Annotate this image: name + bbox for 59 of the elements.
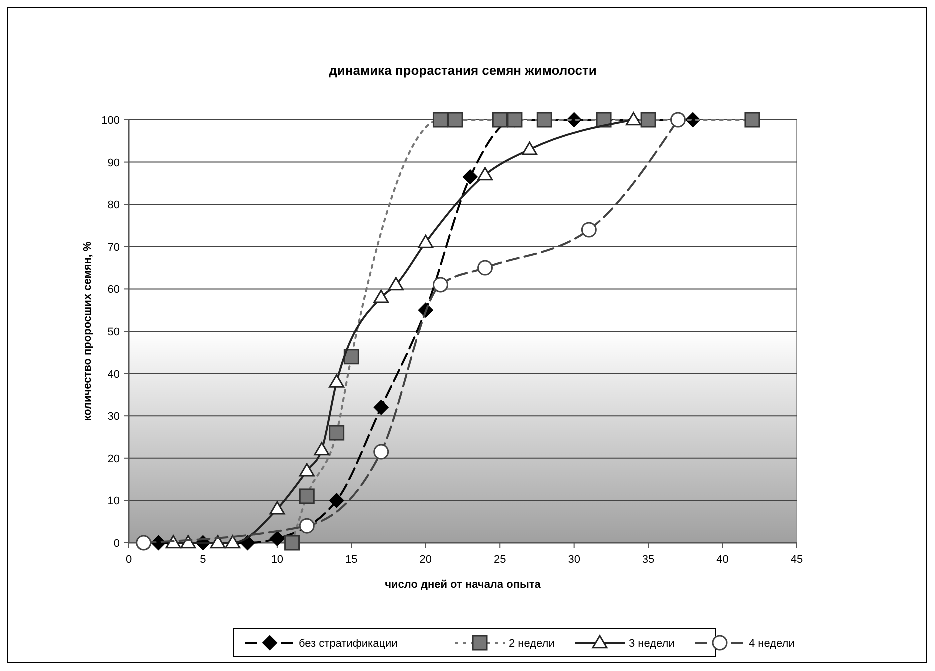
point	[626, 112, 642, 126]
point	[374, 444, 390, 460]
point	[329, 374, 345, 388]
point	[270, 531, 285, 546]
y-axis-title: количество проросших семян, %	[82, 241, 94, 422]
x-tick-label: 45	[790, 554, 804, 566]
point	[374, 290, 390, 304]
x-tick-label: 20	[420, 554, 432, 566]
y-tick-label: 0	[114, 538, 120, 550]
x-tick-label: 30	[568, 554, 580, 566]
y-tick-label: 80	[108, 200, 120, 212]
y-tick-label: 50	[108, 326, 120, 338]
y-tick-label: 20	[108, 453, 120, 466]
point	[299, 518, 315, 534]
point	[136, 535, 152, 551]
legend-label: 4 недели	[749, 638, 795, 650]
y-tick-label: 70	[108, 242, 120, 254]
point	[432, 112, 448, 128]
point	[640, 112, 656, 128]
point	[225, 535, 241, 549]
point	[492, 112, 508, 128]
point	[329, 493, 344, 508]
x-tick-label: 35	[642, 554, 655, 566]
x-tick-label: 15	[346, 554, 358, 566]
legend-label: 3 недели	[629, 638, 675, 650]
chart-title: динамика прорастания семян жимолости	[329, 63, 597, 78]
y-tick-label: 10	[108, 496, 120, 508]
x-tick-label: 40	[716, 554, 729, 566]
point	[284, 535, 300, 551]
legend-label: без стратификации	[299, 638, 398, 650]
point	[744, 112, 760, 128]
legend-label: 2 недели	[509, 638, 555, 650]
y-tick-label: 40	[108, 368, 120, 381]
point	[329, 425, 345, 441]
point	[432, 277, 448, 293]
x-tick-label: 10	[271, 554, 284, 566]
point	[270, 501, 286, 515]
point	[670, 112, 686, 128]
x-tick-label: 0	[126, 554, 132, 566]
x-tick-label: 25	[494, 554, 506, 566]
point	[374, 400, 389, 416]
x-axis-title: число дней от начала опыта	[385, 579, 542, 591]
y-tick-label: 90	[108, 157, 120, 170]
point	[344, 349, 360, 365]
y-tick-label: 30	[108, 411, 120, 424]
point	[314, 442, 330, 456]
point	[462, 170, 478, 185]
point	[522, 142, 538, 156]
point	[299, 488, 315, 504]
point	[448, 112, 464, 128]
y-tick-label: 100	[102, 115, 120, 127]
point	[388, 277, 404, 291]
point	[299, 463, 315, 477]
point	[536, 112, 552, 128]
x-tick-label: 5	[200, 554, 206, 566]
point	[478, 167, 494, 181]
point	[210, 535, 226, 549]
point	[418, 234, 434, 248]
y-tick-label: 60	[108, 284, 120, 296]
